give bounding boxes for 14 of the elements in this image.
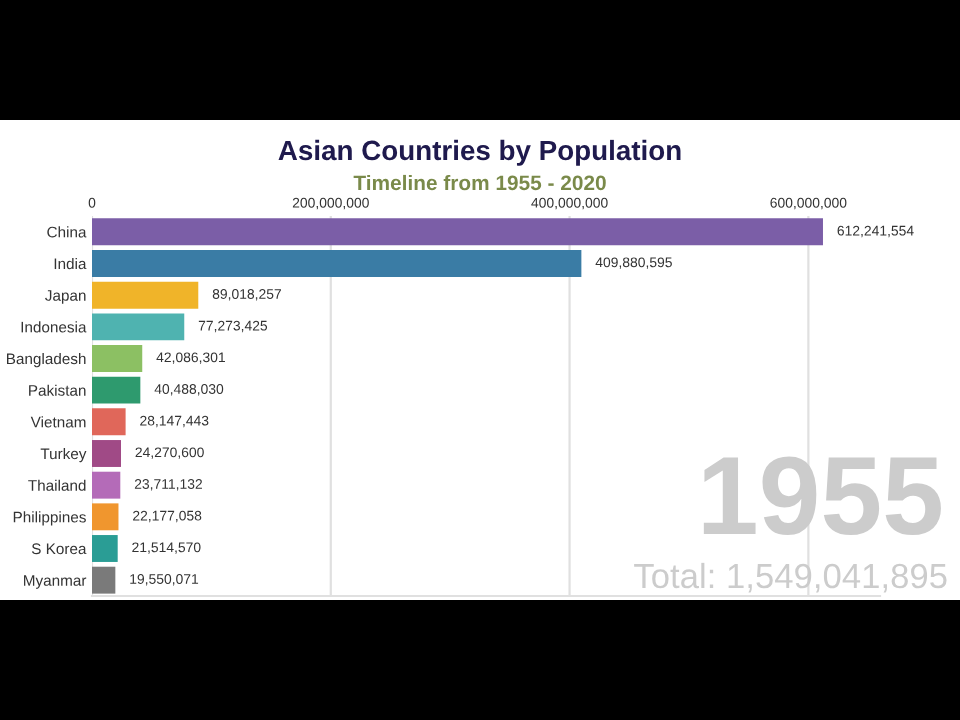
bar [92,440,121,467]
bar [92,408,126,436]
bar [92,535,118,562]
bar [92,313,185,341]
bar [92,376,141,404]
chart-subtitle: Timeline from 1955 - 2020 [353,174,606,191]
chart-title: Asian Countries by Population [278,139,681,166]
bar [92,250,582,277]
bar [92,345,143,372]
bar [92,566,116,594]
bar [92,281,199,309]
bar [92,471,121,499]
bar [92,503,119,531]
bar [92,218,823,246]
